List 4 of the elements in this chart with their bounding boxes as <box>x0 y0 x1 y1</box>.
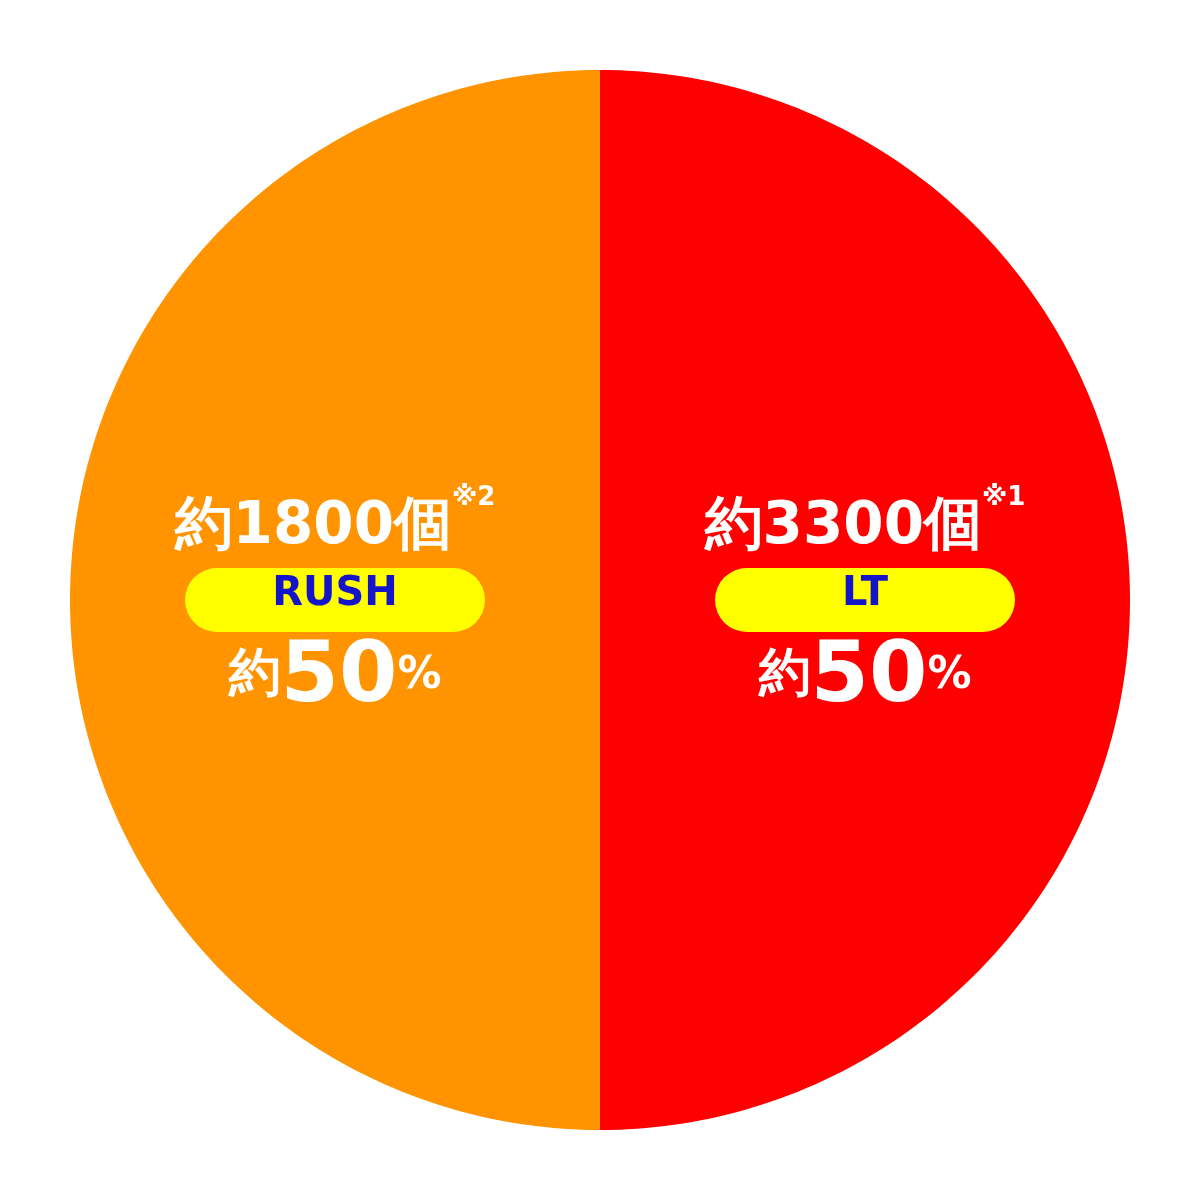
data-label: 約50% <box>757 623 972 721</box>
slice-label: RUSH <box>272 568 398 614</box>
slice-label: LT <box>841 568 889 614</box>
data-label: 約50% <box>227 623 442 721</box>
